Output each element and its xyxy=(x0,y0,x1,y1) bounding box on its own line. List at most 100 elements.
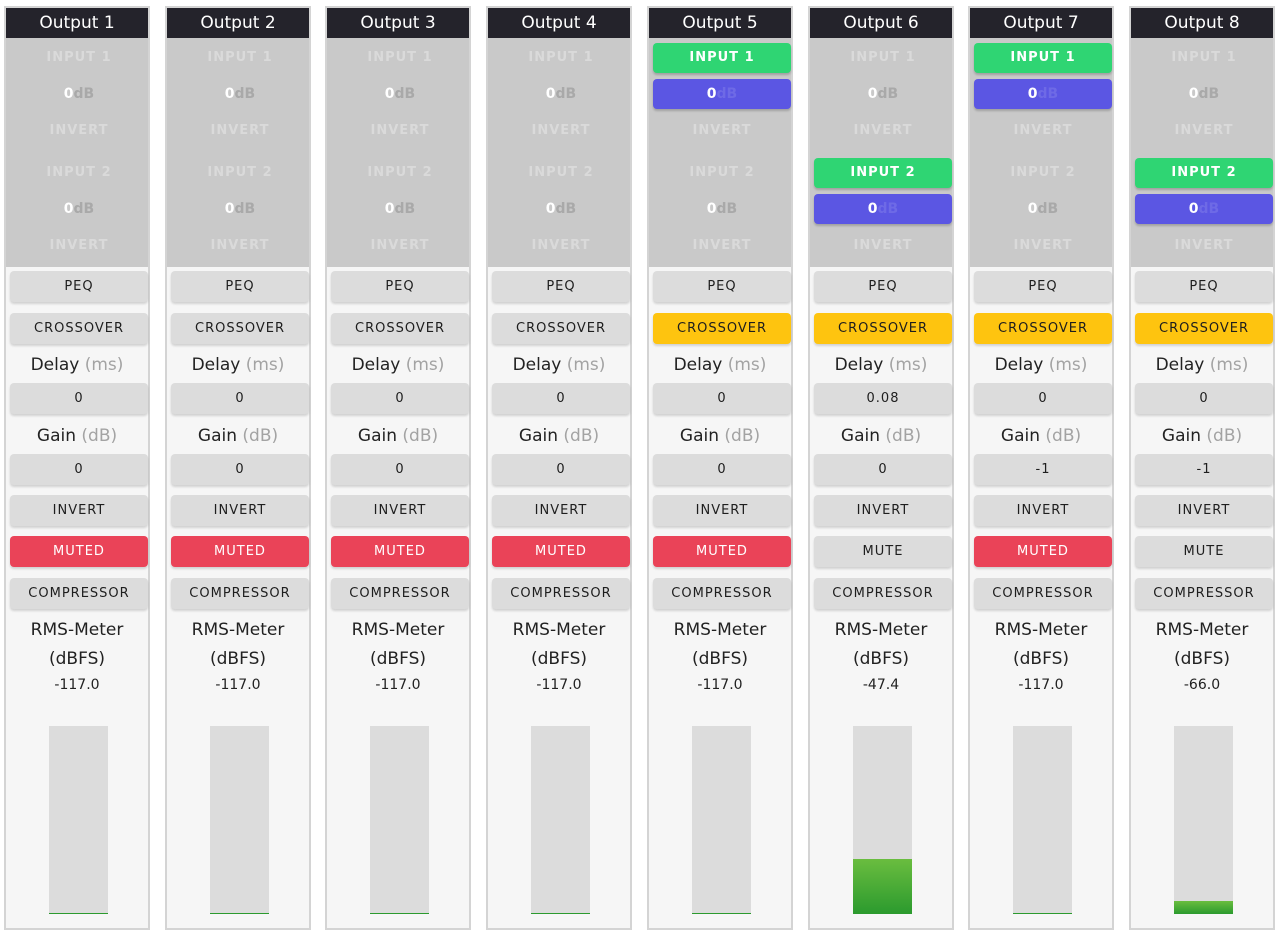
input-2-invert-toggle[interactable]: INVERT xyxy=(1174,238,1234,253)
input-1-level[interactable]: 0dB xyxy=(492,79,630,109)
input-2-level[interactable]: 0dB xyxy=(974,194,1112,224)
gain-value-field[interactable]: -1 xyxy=(1135,454,1273,485)
compressor-button[interactable]: COMPRESSOR xyxy=(814,578,952,609)
peq-button[interactable]: PEQ xyxy=(653,271,791,302)
input-1-level[interactable]: 0dB xyxy=(10,79,148,109)
compressor-button[interactable]: COMPRESSOR xyxy=(1135,578,1273,609)
compressor-button[interactable]: COMPRESSOR xyxy=(10,578,148,609)
peq-button[interactable]: PEQ xyxy=(974,271,1112,302)
mute-button[interactable]: MUTED xyxy=(492,536,630,567)
input-2-toggle[interactable]: INPUT 2 xyxy=(46,165,112,180)
input-1-level[interactable]: 0dB xyxy=(653,79,791,109)
mute-button[interactable]: MUTED xyxy=(653,536,791,567)
gain-value-field[interactable]: 0 xyxy=(171,454,309,485)
input-1-toggle[interactable]: INPUT 1 xyxy=(207,50,273,65)
crossover-button[interactable]: CROSSOVER xyxy=(10,313,148,344)
input-2-invert-toggle[interactable]: INVERT xyxy=(49,238,109,253)
compressor-button[interactable]: COMPRESSOR xyxy=(653,578,791,609)
delay-value-field[interactable]: 0 xyxy=(974,383,1112,414)
input-2-level[interactable]: 0dB xyxy=(331,194,469,224)
invert-button[interactable]: INVERT xyxy=(492,495,630,526)
gain-value-field[interactable]: 0 xyxy=(492,454,630,485)
crossover-button[interactable]: CROSSOVER xyxy=(492,313,630,344)
crossover-button[interactable]: CROSSOVER xyxy=(814,313,952,344)
input-1-toggle[interactable]: INPUT 1 xyxy=(1171,50,1237,65)
gain-value-field[interactable]: 0 xyxy=(10,454,148,485)
invert-button[interactable]: INVERT xyxy=(1135,495,1273,526)
delay-value-field[interactable]: 0 xyxy=(331,383,469,414)
invert-button[interactable]: INVERT xyxy=(10,495,148,526)
input-1-invert-toggle[interactable]: INVERT xyxy=(531,123,591,138)
mute-button[interactable]: MUTE xyxy=(814,536,952,567)
input-2-invert-toggle[interactable]: INVERT xyxy=(692,238,752,253)
input-1-invert-toggle[interactable]: INVERT xyxy=(692,123,752,138)
input-1-level[interactable]: 0dB xyxy=(331,79,469,109)
input-1-toggle[interactable]: INPUT 1 xyxy=(528,50,594,65)
invert-button[interactable]: INVERT xyxy=(331,495,469,526)
invert-button[interactable]: INVERT xyxy=(171,495,309,526)
input-1-invert-toggle[interactable]: INVERT xyxy=(49,123,109,138)
input-1-invert-toggle[interactable]: INVERT xyxy=(853,123,913,138)
peq-button[interactable]: PEQ xyxy=(1135,271,1273,302)
input-2-toggle[interactable]: INPUT 2 xyxy=(814,158,952,188)
input-1-toggle[interactable]: INPUT 1 xyxy=(653,43,791,73)
input-1-level[interactable]: 0dB xyxy=(171,79,309,109)
peq-button[interactable]: PEQ xyxy=(331,271,469,302)
compressor-button[interactable]: COMPRESSOR xyxy=(974,578,1112,609)
compressor-button[interactable]: COMPRESSOR xyxy=(171,578,309,609)
input-2-toggle[interactable]: INPUT 2 xyxy=(207,165,273,180)
gain-value-field[interactable]: 0 xyxy=(653,454,791,485)
input-2-level[interactable]: 0dB xyxy=(653,194,791,224)
mute-button[interactable]: MUTED xyxy=(171,536,309,567)
input-2-toggle[interactable]: INPUT 2 xyxy=(1135,158,1273,188)
mute-button[interactable]: MUTE xyxy=(1135,536,1273,567)
mute-button[interactable]: MUTED xyxy=(10,536,148,567)
crossover-button[interactable]: CROSSOVER xyxy=(1135,313,1273,344)
input-2-invert-toggle[interactable]: INVERT xyxy=(210,238,270,253)
input-1-invert-toggle[interactable]: INVERT xyxy=(370,123,430,138)
mute-button[interactable]: MUTED xyxy=(331,536,469,567)
input-1-toggle[interactable]: INPUT 1 xyxy=(850,50,916,65)
input-1-level[interactable]: 0dB xyxy=(974,79,1112,109)
input-2-toggle[interactable]: INPUT 2 xyxy=(528,165,594,180)
input-2-invert-toggle[interactable]: INVERT xyxy=(1013,238,1073,253)
input-1-level[interactable]: 0dB xyxy=(814,79,952,109)
compressor-button[interactable]: COMPRESSOR xyxy=(492,578,630,609)
gain-value-field[interactable]: 0 xyxy=(331,454,469,485)
invert-button[interactable]: INVERT xyxy=(974,495,1112,526)
input-1-toggle[interactable]: INPUT 1 xyxy=(974,43,1112,73)
crossover-button[interactable]: CROSSOVER xyxy=(974,313,1112,344)
invert-button[interactable]: INVERT xyxy=(814,495,952,526)
input-2-level[interactable]: 0dB xyxy=(10,194,148,224)
input-2-level[interactable]: 0dB xyxy=(492,194,630,224)
input-1-invert-toggle[interactable]: INVERT xyxy=(210,123,270,138)
input-2-toggle[interactable]: INPUT 2 xyxy=(1010,165,1076,180)
delay-value-field[interactable]: 0 xyxy=(10,383,148,414)
compressor-button[interactable]: COMPRESSOR xyxy=(331,578,469,609)
input-1-invert-toggle[interactable]: INVERT xyxy=(1174,123,1234,138)
peq-button[interactable]: PEQ xyxy=(10,271,148,302)
delay-value-field[interactable]: 0.08 xyxy=(814,383,952,414)
crossover-button[interactable]: CROSSOVER xyxy=(653,313,791,344)
crossover-button[interactable]: CROSSOVER xyxy=(331,313,469,344)
mute-button[interactable]: MUTED xyxy=(974,536,1112,567)
input-1-toggle[interactable]: INPUT 1 xyxy=(46,50,112,65)
input-1-invert-toggle[interactable]: INVERT xyxy=(1013,123,1073,138)
delay-value-field[interactable]: 0 xyxy=(1135,383,1273,414)
input-2-invert-toggle[interactable]: INVERT xyxy=(853,238,913,253)
gain-value-field[interactable]: -1 xyxy=(974,454,1112,485)
input-2-toggle[interactable]: INPUT 2 xyxy=(689,165,755,180)
peq-button[interactable]: PEQ xyxy=(492,271,630,302)
input-2-level[interactable]: 0dB xyxy=(171,194,309,224)
crossover-button[interactable]: CROSSOVER xyxy=(171,313,309,344)
gain-value-field[interactable]: 0 xyxy=(814,454,952,485)
input-1-toggle[interactable]: INPUT 1 xyxy=(367,50,433,65)
peq-button[interactable]: PEQ xyxy=(814,271,952,302)
delay-value-field[interactable]: 0 xyxy=(653,383,791,414)
peq-button[interactable]: PEQ xyxy=(171,271,309,302)
input-2-toggle[interactable]: INPUT 2 xyxy=(367,165,433,180)
delay-value-field[interactable]: 0 xyxy=(492,383,630,414)
input-1-level[interactable]: 0dB xyxy=(1135,79,1273,109)
invert-button[interactable]: INVERT xyxy=(653,495,791,526)
input-2-invert-toggle[interactable]: INVERT xyxy=(370,238,430,253)
